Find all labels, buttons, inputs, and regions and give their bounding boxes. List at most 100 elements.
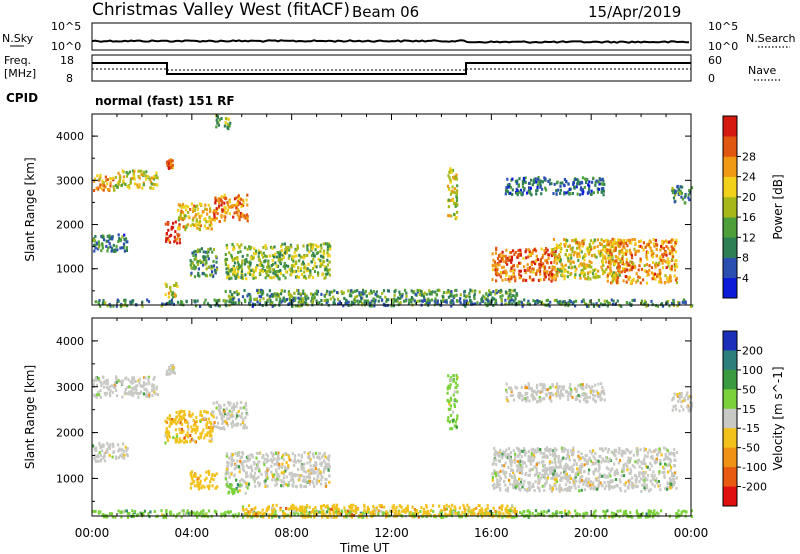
- range-cell: [567, 245, 570, 249]
- range-cell: [177, 208, 180, 212]
- range-cell: [98, 245, 101, 249]
- range-cell: [604, 244, 607, 248]
- range-cell: [601, 474, 604, 478]
- range-cell: [602, 264, 605, 267]
- range-cell: [236, 483, 239, 487]
- range-cell: [450, 290, 453, 293]
- range-cell: [143, 383, 146, 387]
- range-cell: [568, 253, 571, 257]
- range-cell: [509, 191, 512, 195]
- range-cell: [594, 272, 597, 276]
- range-cell: [636, 451, 640, 455]
- range-cell: [623, 246, 626, 250]
- range-cell: [515, 464, 518, 468]
- range-cell: [279, 268, 282, 272]
- range-cell: [216, 199, 219, 203]
- range-cell: [217, 421, 220, 425]
- range-cell: [255, 266, 258, 270]
- range-cell: [183, 436, 186, 440]
- range-cell: [126, 447, 129, 451]
- range-cell: [524, 473, 527, 477]
- range-cell: [595, 179, 598, 183]
- range-cell: [494, 292, 497, 296]
- range-cell: [111, 390, 114, 394]
- range-cell: [496, 483, 499, 487]
- range-cell: [226, 484, 229, 488]
- range-cell: [215, 401, 218, 405]
- range-cell: [512, 486, 515, 490]
- range-cell: [650, 299, 653, 303]
- range-cell: [117, 448, 120, 452]
- freq-label: Freq.: [4, 54, 31, 67]
- range-cell: [102, 181, 105, 185]
- colorbar-tick-label: 12: [742, 231, 756, 244]
- range-cell: [166, 163, 169, 167]
- range-cell: [634, 252, 637, 256]
- range-cell: [568, 188, 571, 192]
- colorbar-swatch: [723, 257, 737, 279]
- range-cell: [435, 293, 438, 297]
- range-cell: [636, 448, 640, 452]
- range-cell: [167, 166, 170, 170]
- range-cell: [564, 244, 567, 248]
- echo-region: [504, 176, 606, 197]
- range-cell: [616, 276, 619, 279]
- range-cell: [272, 275, 276, 279]
- range-cell: [576, 192, 579, 196]
- range-cell: [109, 389, 112, 393]
- range-cell: [232, 258, 235, 262]
- range-cell: [568, 259, 571, 263]
- range-cell: [518, 477, 521, 481]
- range-cell: [610, 260, 613, 264]
- echo-region: [606, 237, 679, 285]
- range-cell: [518, 461, 521, 465]
- range-cell: [647, 271, 650, 275]
- range-cell: [233, 301, 236, 305]
- range-cell: [206, 220, 209, 224]
- range-cell: [576, 240, 579, 244]
- range-cell: [101, 187, 104, 191]
- range-cell: [264, 243, 267, 247]
- range-cell: [448, 290, 451, 294]
- range-cell: [231, 415, 234, 419]
- range-cell: [628, 241, 631, 245]
- range-cell: [569, 489, 572, 492]
- range-cell: [611, 245, 614, 248]
- range-cell: [223, 403, 226, 407]
- range-cell: [141, 186, 144, 190]
- range-cell: [495, 462, 498, 466]
- range-cell: [639, 281, 642, 285]
- range-cell: [327, 468, 330, 472]
- range-cell: [495, 291, 498, 295]
- range-cell: [566, 455, 569, 459]
- range-cell: [293, 255, 296, 259]
- range-cell: [139, 169, 143, 173]
- range-cell: [555, 454, 558, 458]
- range-cell: [247, 456, 250, 460]
- range-cell: [618, 249, 621, 253]
- range-cell: [214, 198, 217, 202]
- range-cell: [165, 285, 168, 288]
- range-cell: [455, 293, 458, 297]
- range-cell: [675, 486, 678, 490]
- range-cell: [293, 263, 296, 267]
- range-cell: [292, 480, 295, 484]
- range-cell: [276, 477, 279, 481]
- range-cell: [465, 299, 468, 303]
- range-cell: [545, 247, 548, 250]
- range-cell: [271, 246, 274, 250]
- range-cell: [618, 257, 621, 261]
- range-cell: [308, 275, 311, 279]
- range-cell: [327, 466, 330, 469]
- range-cell: [108, 188, 111, 192]
- range-cell: [224, 260, 227, 264]
- range-cell: [299, 268, 303, 272]
- range-cell: [650, 474, 653, 478]
- range-cell: [266, 472, 269, 475]
- range-cell: [576, 252, 579, 256]
- range-cell: [297, 300, 300, 304]
- range-cell: [100, 249, 103, 253]
- range-cell: [302, 469, 305, 473]
- range-cell: [311, 468, 314, 472]
- range-cell: [448, 400, 451, 404]
